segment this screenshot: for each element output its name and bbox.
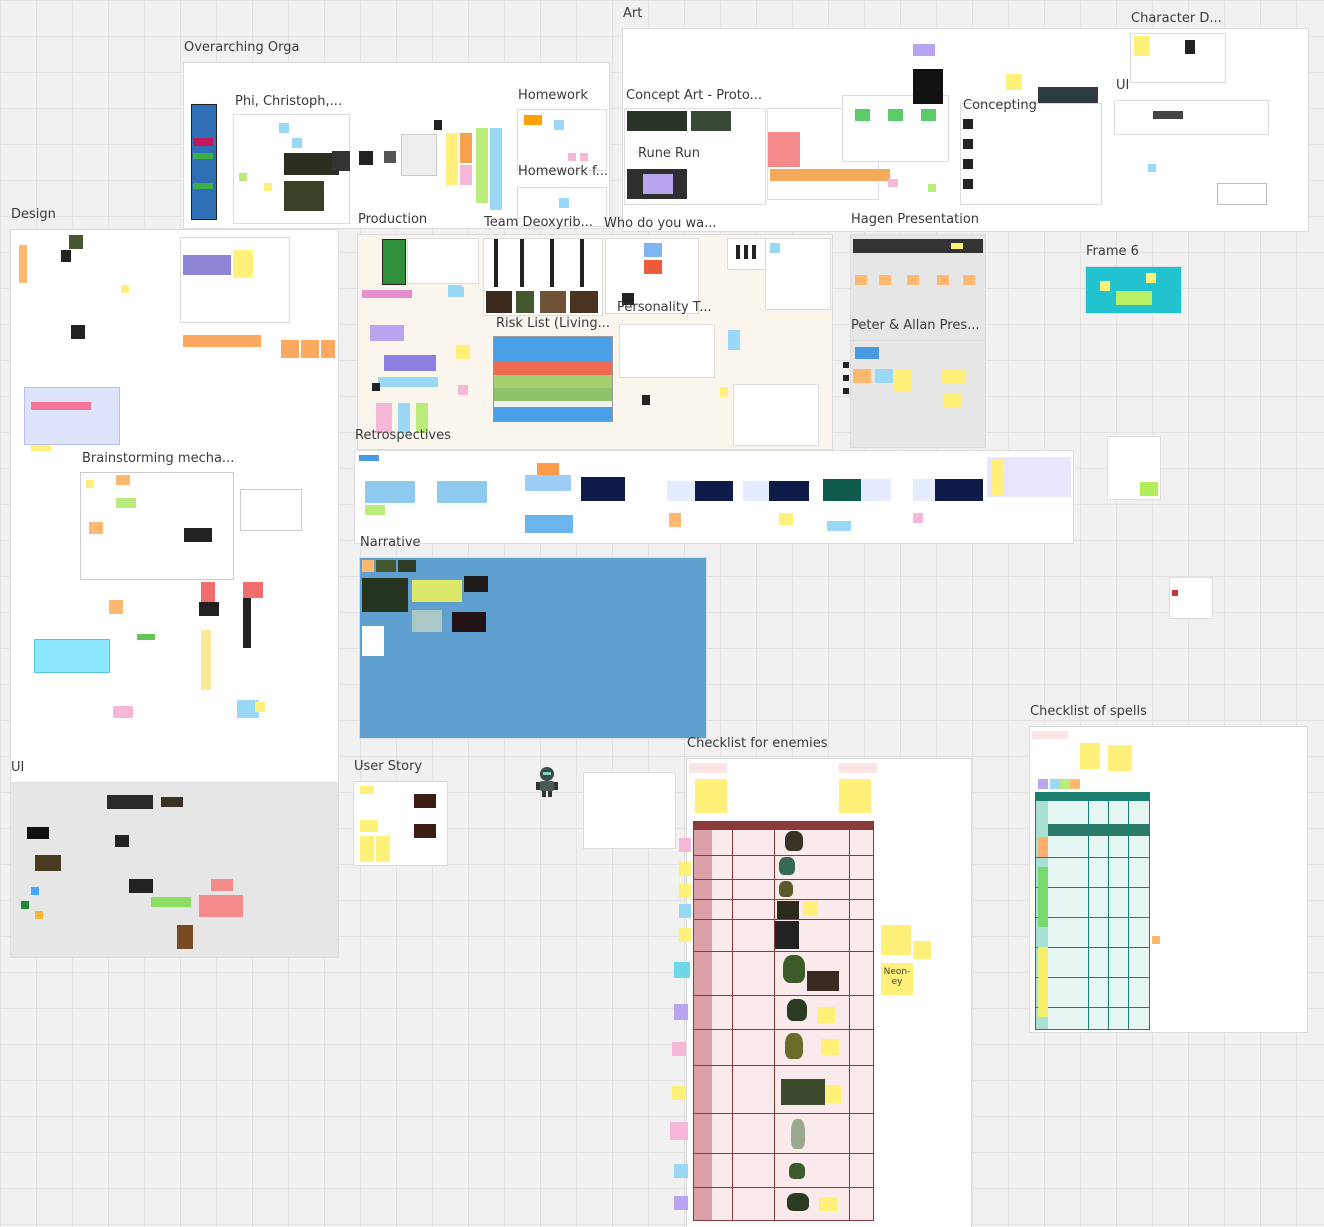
enemy-sprite	[779, 881, 793, 897]
frame-user-story[interactable]	[354, 782, 447, 865]
frame-label-homework2[interactable]: Homework f...	[518, 164, 609, 179]
frame-label-checkspells[interactable]: Checklist of spells	[1030, 704, 1147, 719]
frame-label-phi[interactable]: Phi, Christoph,...	[235, 94, 343, 109]
enemy-sprite	[787, 999, 807, 1021]
frame-narrative[interactable]	[360, 558, 706, 738]
frame-label-overarching[interactable]: Overarching Orga	[184, 40, 300, 55]
frame-label-userstory[interactable]: User Story	[354, 759, 423, 774]
frame-art[interactable]	[623, 29, 1308, 231]
frame-peter[interactable]	[851, 341, 985, 447]
frame-label-checkenemies[interactable]: Checklist for enemies	[687, 736, 828, 751]
neon-sticky[interactable]	[881, 963, 913, 995]
frame-label-runerun[interactable]: Rune Run	[638, 146, 700, 161]
frame-6[interactable]	[1086, 267, 1181, 313]
frame-label-ui-art[interactable]: UI	[1116, 78, 1130, 93]
brainstorm-subframe[interactable]	[81, 473, 233, 579]
frame-ui[interactable]	[11, 783, 338, 957]
frame-label-concept[interactable]: Concept Art - Proto...	[626, 88, 763, 103]
frame-label-personality[interactable]: Personality T...	[617, 300, 712, 315]
frame-label-design[interactable]: Design	[11, 207, 56, 222]
enemy-sprite	[779, 857, 795, 875]
frame-production[interactable]	[358, 235, 832, 449]
frame-design[interactable]	[11, 230, 338, 782]
enemy-sprite	[787, 1193, 809, 1211]
frame-label-frame6[interactable]: Frame 6	[1086, 244, 1139, 259]
frame-label-production[interactable]: Production	[358, 212, 428, 227]
calendar-strip	[191, 104, 217, 220]
frame-label-who[interactable]: Who do you wa...	[604, 216, 717, 231]
enemy-sprite	[791, 1119, 805, 1149]
frame-label-character[interactable]: Character D...	[1131, 11, 1222, 26]
robot-figure-icon[interactable]	[534, 766, 560, 798]
enemy-sprite	[785, 831, 803, 851]
enemy-sprite	[785, 1033, 803, 1059]
frame-label-peter[interactable]: Peter & Allan Pres...	[851, 318, 980, 333]
enemy-sprite	[783, 955, 805, 983]
frame-overarching[interactable]	[184, 63, 609, 228]
frame-retrospectives[interactable]	[355, 451, 1073, 543]
frame-label-team[interactable]: Team Deoxyrib...	[484, 215, 594, 230]
frame-label-ui[interactable]: UI	[11, 760, 25, 775]
frame-checklist-spells[interactable]	[1030, 727, 1307, 1032]
frame-checklist-enemies[interactable]: Neon- ey	[687, 759, 971, 1227]
frame-label-brainstorm[interactable]: Brainstorming mecha...	[82, 451, 235, 466]
frame-label-hagen[interactable]: Hagen Presentation	[851, 212, 980, 227]
frame-label-narrative[interactable]: Narrative	[360, 535, 421, 550]
enemy-sprite	[789, 1163, 805, 1179]
frame-label-art[interactable]: Art	[623, 6, 643, 21]
frame-label-homework[interactable]: Homework	[518, 88, 588, 103]
frame-label-retro[interactable]: Retrospectives	[355, 428, 451, 443]
frame-label-concepting[interactable]: Concepting	[963, 98, 1037, 113]
frame-hagen[interactable]	[851, 235, 985, 341]
frame-label-risk[interactable]: Risk List (Living...	[496, 316, 611, 331]
